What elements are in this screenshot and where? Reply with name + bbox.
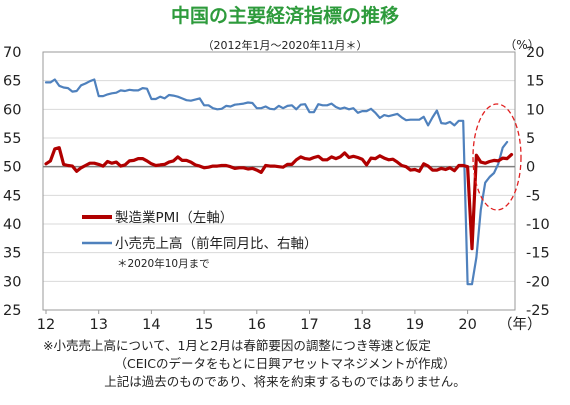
x-tick-label: 20 [458, 317, 476, 333]
series-layer [44, 78, 514, 286]
x-tick-label: 17 [300, 317, 318, 333]
legend-label-retail: 小売売上高（前年同月比、右軸） [115, 235, 318, 252]
highlight-ellipse [472, 103, 522, 211]
x-tick-label: 19 [406, 317, 424, 333]
left-tick-label: 35 [3, 246, 21, 262]
x-axis-unit: （年） [498, 316, 542, 333]
left-tick-label: 30 [3, 274, 21, 290]
left-tick-label: 50 [3, 160, 21, 176]
footnote-2: （CEICのデータをもとに日興アセットマネジメントが作成） [114, 356, 455, 371]
left-tick-label: 45 [3, 188, 21, 204]
legend: 製造業PMI（左軸） 小売売上高（前年同月比、右軸） ＊2020年10月まで [82, 210, 318, 270]
legend-note-retail: ＊2020年10月まで [117, 257, 210, 270]
right-axis: 20 15 10 5 0 -5 -10 -15 -20 -25 [526, 45, 550, 319]
x-axis: 12 13 14 15 16 17 18 19 20 [37, 310, 477, 333]
left-tick-label: 25 [3, 303, 21, 319]
right-tick-label: 15 [526, 74, 544, 90]
footnote-1: ※小売売上高について、1月と2月は春節要因の調整につき等速と仮定 [43, 338, 431, 353]
right-axis-unit: （%） [504, 38, 539, 52]
left-axis: 70 65 60 55 50 45 40 35 30 25 [3, 45, 21, 319]
legend-label-pmi: 製造業PMI（左軸） [115, 210, 233, 226]
left-tick-label: 60 [3, 102, 21, 118]
plot-frame [42, 51, 516, 311]
right-tick-label: 0 [526, 160, 535, 176]
x-tick-label: 15 [195, 317, 213, 333]
x-tick-label: 14 [142, 317, 160, 333]
x-tick-label: 13 [89, 317, 107, 333]
right-tick-label: 5 [526, 131, 535, 147]
x-tick-label: 16 [248, 317, 266, 333]
right-tick-label: -10 [526, 217, 550, 233]
right-tick-label: -5 [526, 188, 540, 204]
right-tick-label: -20 [526, 274, 550, 290]
footnote-3: 上記は過去のものであり、将来を約束するものではありません。 [104, 374, 466, 389]
right-tick-label: -25 [526, 303, 550, 319]
series-line-retail [44, 78, 509, 286]
x-tick-label: 18 [353, 317, 371, 333]
chart-title: 中国の主要経済指標の推移 [171, 4, 399, 27]
left-tick-label: 55 [3, 131, 21, 147]
x-tick-label: 12 [37, 317, 55, 333]
chart-subtitle: （2012年1月～2020年11月＊） [203, 38, 368, 52]
series-line-pmi [44, 146, 514, 251]
right-tick-label: 10 [526, 102, 544, 118]
left-tick-label: 40 [3, 217, 21, 233]
right-tick-label: -15 [526, 246, 550, 262]
left-tick-label: 65 [3, 74, 21, 90]
left-tick-label: 70 [3, 45, 21, 61]
right-tick-label: 20 [526, 45, 544, 61]
